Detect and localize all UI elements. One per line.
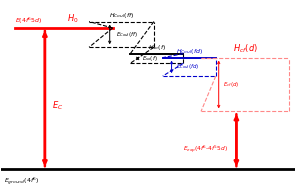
Text: $H_{so}(f)$: $H_{so}(f)$	[148, 43, 166, 52]
Text: $E(4f^65d)$: $E(4f^65d)$	[15, 16, 43, 26]
Text: $E_{cf}(d)$: $E_{cf}(d)$	[223, 80, 239, 89]
Text: $E_{so}(f)$: $E_{so}(f)$	[142, 54, 158, 63]
Text: $E_{Coul}(fd)$: $E_{Coul}(fd)$	[176, 62, 200, 71]
Text: $E_C$: $E_C$	[52, 99, 64, 112]
Text: $E_{ground}(4f^6)$: $E_{ground}(4f^6)$	[4, 176, 39, 187]
Text: $H_0$: $H_0$	[67, 12, 79, 25]
Text: $E_{Coul}(ff)$: $E_{Coul}(ff)$	[116, 30, 137, 39]
Text: $H_{cf}(d)$: $H_{cf}(d)$	[233, 43, 258, 55]
Text: $H_{Coul}(fd)$: $H_{Coul}(fd)$	[176, 47, 203, 56]
Text: $E_{exp}(4f^6$-$4f^55d)$: $E_{exp}(4f^6$-$4f^55d)$	[183, 143, 229, 155]
Text: $H_{Coul}(ff)$: $H_{Coul}(ff)$	[109, 11, 134, 20]
